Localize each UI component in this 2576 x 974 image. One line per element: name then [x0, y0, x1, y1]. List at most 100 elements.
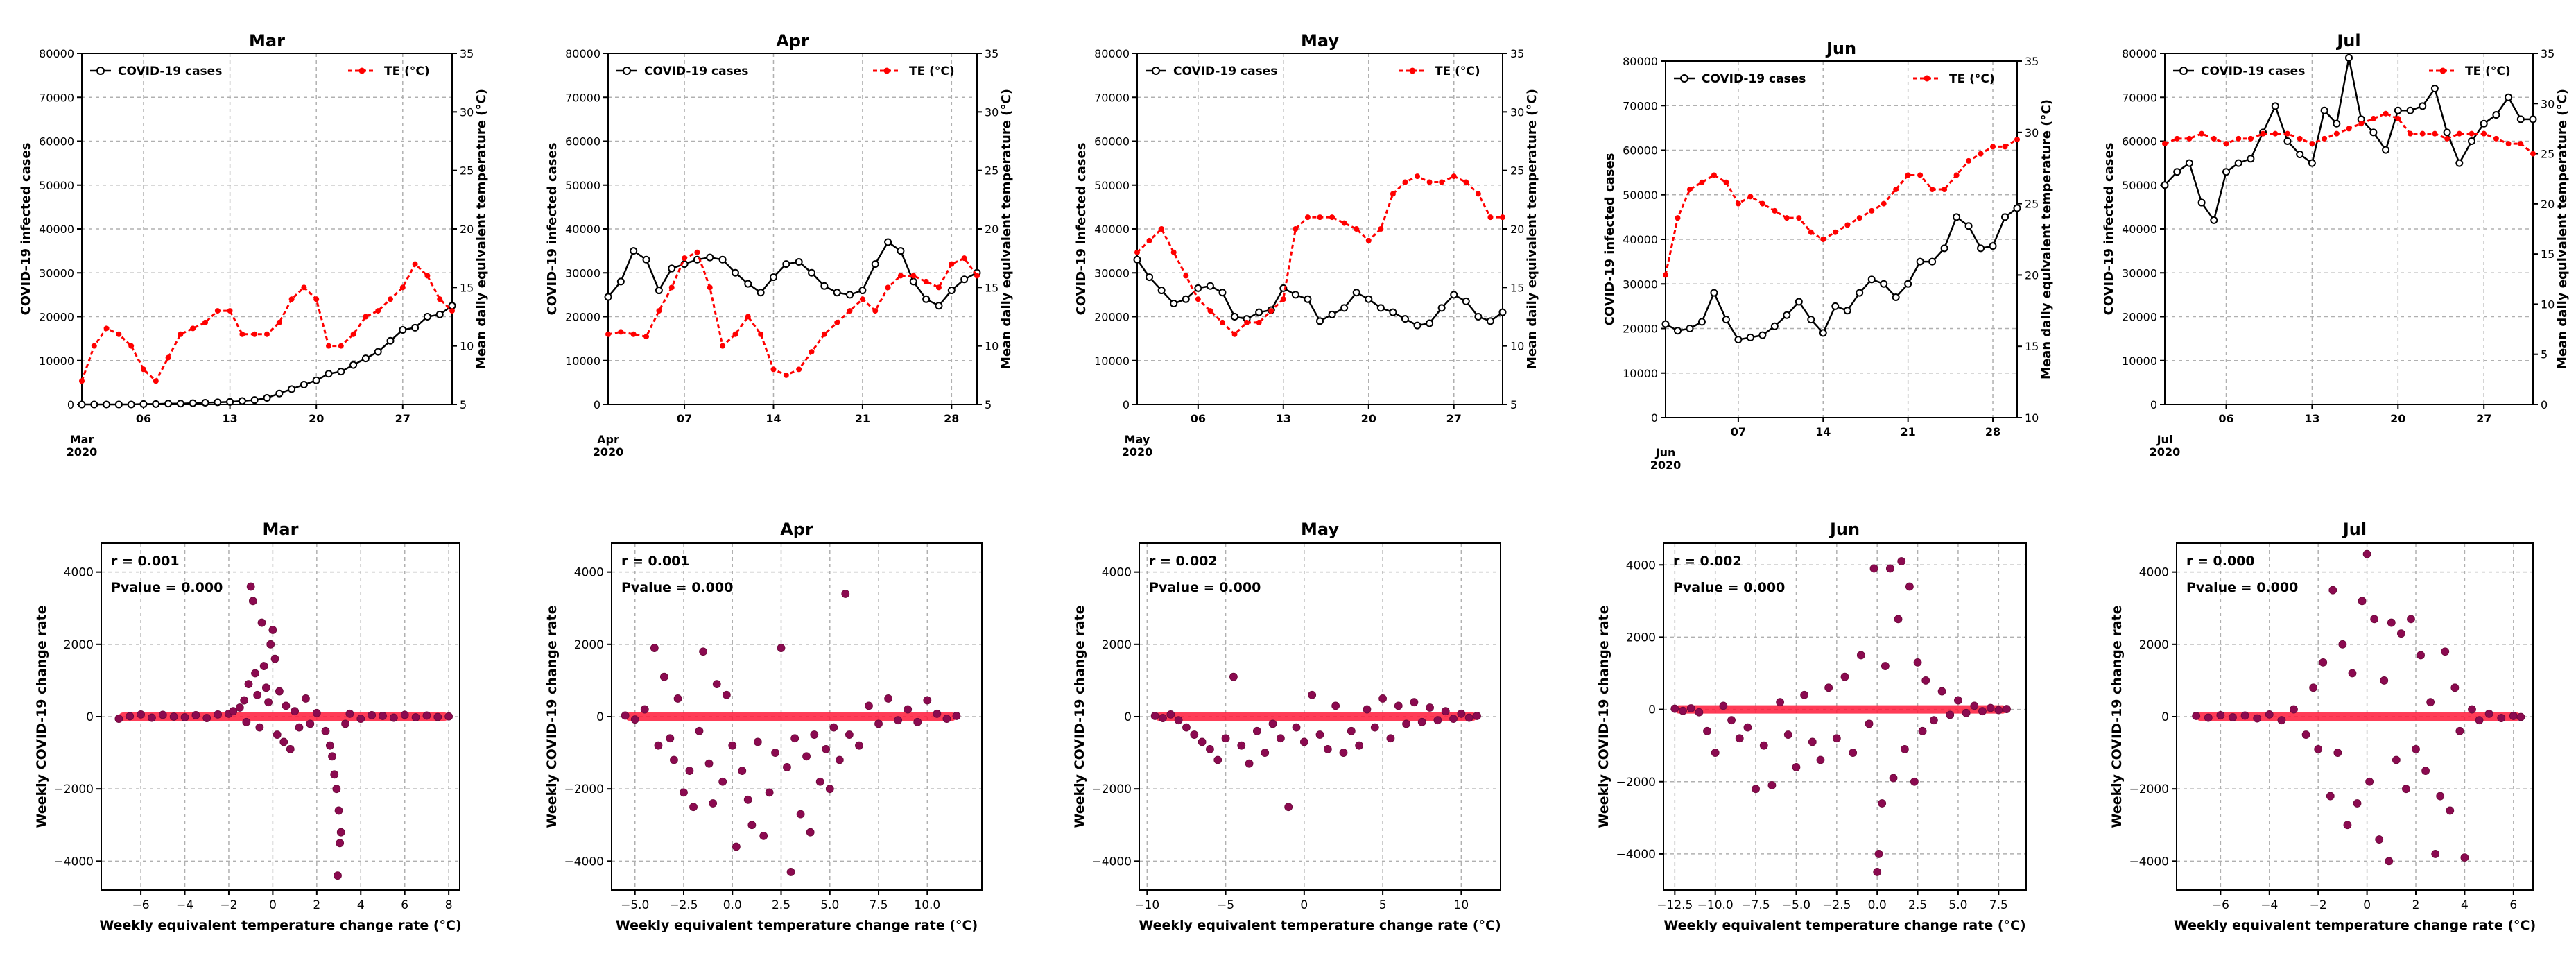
legend-te: TE (°C) — [348, 65, 430, 78]
scatter-point — [680, 788, 688, 797]
cases-point — [642, 255, 650, 264]
scatter-point — [743, 795, 752, 804]
x-tick-label: −2.5 — [669, 898, 698, 912]
cases-point — [1170, 300, 1178, 308]
x-tick-label: 20 — [1361, 412, 1376, 425]
cases-point — [2247, 155, 2255, 163]
chart-title: Apr — [776, 31, 809, 51]
correlation-pvalue-text: Pvalue = 0.000 — [2186, 580, 2298, 595]
x-axis-label: Weekly equivalent temperature change rat… — [616, 918, 978, 933]
te-point — [770, 366, 777, 373]
cases-point — [1389, 308, 1397, 316]
chart-title: Mar — [249, 31, 285, 51]
cases-point — [337, 368, 345, 376]
scatter-point — [1874, 850, 1883, 858]
y2-tick-label: 15 — [1510, 281, 1524, 294]
y-tick-label: −4000 — [2129, 855, 2169, 869]
legend-te: TE (°C) — [2429, 65, 2511, 78]
y-tick-label: 50000 — [565, 179, 600, 192]
scatter-point — [2338, 640, 2347, 649]
y-tick-label: −2000 — [2129, 783, 2169, 796]
cases-point — [1746, 333, 1754, 341]
scatter-point — [1441, 707, 1450, 716]
legend-te-label: TE (°C) — [1435, 65, 1480, 78]
scatter-point — [1166, 710, 1175, 719]
scatter-point — [1865, 719, 1874, 728]
y-tick-label: 0 — [2150, 398, 2157, 411]
cases-point — [139, 400, 148, 408]
te-point — [605, 331, 611, 337]
cases-point — [731, 268, 739, 277]
scatter-point — [1261, 749, 1270, 757]
te-point — [1293, 226, 1299, 232]
scatter-point — [1808, 737, 1817, 746]
te-point — [1686, 187, 1693, 193]
cases-point — [1940, 244, 1948, 253]
scatter-point — [242, 717, 251, 726]
cases-point — [2369, 128, 2378, 137]
x-tick-label: 13 — [1276, 412, 1291, 425]
scatter-point — [202, 714, 211, 722]
cases-point — [616, 277, 625, 286]
x-tick-label: 07 — [677, 412, 692, 425]
te-point — [2370, 115, 2376, 121]
scatter-point — [332, 785, 341, 794]
y-tick-label: 2000 — [1626, 631, 1656, 644]
y-tick-label: 0 — [1651, 411, 1658, 425]
timeseries-panel-may: 0 10000 20000 30000 40000 50000 60000 70000 8000… — [1074, 31, 1539, 459]
x-tick-label: 6 — [401, 898, 408, 912]
y-tick-label: 0 — [1648, 703, 1656, 717]
cases-point — [2013, 204, 2021, 212]
cases-point — [2296, 150, 2304, 158]
scatter-point — [1339, 749, 1348, 757]
scatter-point — [302, 694, 310, 703]
x-tick-label: −12.5 — [1657, 898, 1693, 912]
te-point — [2432, 130, 2438, 137]
x-tick-label: −7.5 — [1741, 898, 1770, 912]
y2-tick-label: 30 — [460, 105, 474, 119]
scatter-point — [325, 741, 334, 750]
cases-point — [935, 302, 943, 310]
te-point — [2186, 135, 2193, 142]
cases-point — [871, 260, 879, 268]
te-point — [276, 319, 282, 325]
y-tick-label: 0 — [86, 710, 94, 724]
te-point — [1699, 179, 1705, 185]
legend-te-label: TE (°C) — [384, 65, 430, 78]
te-point — [618, 329, 624, 335]
cases-point — [201, 398, 209, 407]
x-start-year-label: 2020 — [593, 445, 624, 459]
cases-point — [238, 397, 246, 405]
scatter-point — [1213, 755, 1222, 764]
cases-point — [189, 399, 197, 407]
cases-point — [423, 313, 431, 321]
scatter-point — [240, 696, 249, 705]
scatter-point — [2450, 683, 2460, 692]
scatter-point — [266, 640, 275, 649]
cases-point — [1437, 304, 1446, 312]
scatter-panel-jun: −4000 −2000 0 2000 4000 −12.5 −10.0 −7.5 −5.0 −2.… — [1596, 520, 2027, 933]
te-point — [214, 308, 221, 314]
scatter-point — [235, 703, 244, 712]
legend-cases-label: COVID-19 cases — [118, 65, 222, 78]
scatter-point — [368, 711, 377, 719]
scatter-point — [400, 710, 409, 719]
te-point — [1195, 296, 1201, 302]
x-tick-label: 21 — [1901, 425, 1916, 438]
cases-point — [1340, 304, 1349, 312]
x-tick-label: 5.0 — [1948, 898, 1967, 912]
scatter-point — [1873, 868, 1882, 876]
cases-point — [718, 255, 727, 264]
te-point — [2309, 141, 2315, 147]
cases-point — [2516, 115, 2525, 123]
cases-point — [250, 396, 259, 404]
cases-point — [2529, 115, 2537, 123]
scatter-point — [1885, 564, 1894, 573]
zero-band-cluster — [119, 712, 449, 721]
cases-point — [176, 400, 184, 408]
scatter-point — [2380, 676, 2389, 685]
cases-point — [2419, 102, 2427, 110]
y-tick-label: 30000 — [2122, 266, 2157, 280]
te-point — [885, 284, 891, 291]
scatter-point — [261, 683, 270, 692]
